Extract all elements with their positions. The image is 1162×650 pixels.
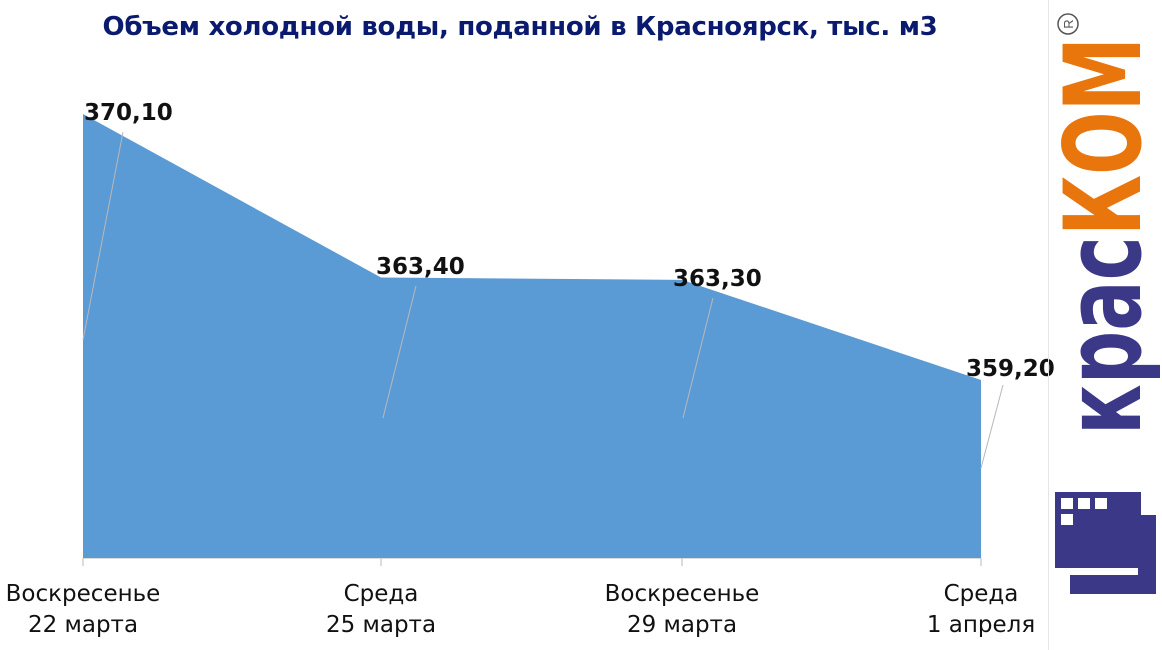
weekday-label: Воскресенье — [5, 581, 161, 607]
area-chart — [82, 114, 1004, 566]
area-series — [83, 114, 981, 558]
logo-building-mark — [1055, 492, 1156, 594]
date-label: 29 марта — [626, 612, 738, 638]
weekday-label: Воскресенье — [604, 581, 760, 607]
leader-line-2 — [682, 297, 714, 419]
kraskom-logo: R красКОМ — [1050, 13, 1160, 594]
leader-line-1 — [382, 285, 417, 419]
chart-title: Объем холодной воды, поданной в Краснояр… — [102, 12, 938, 42]
date-label: 1 апреля — [926, 612, 1036, 638]
x-tick-label-3: Среда 1 апреля — [881, 579, 1081, 641]
x-tick-label-0: Воскресенье 22 марта — [0, 579, 183, 641]
panel-divider — [1048, 0, 1049, 650]
weekday-label: Среда — [943, 581, 1019, 607]
svg-text:R: R — [1061, 19, 1076, 28]
x-tick-label-1: Среда 25 марта — [281, 579, 481, 641]
leader-line-0 — [82, 131, 124, 341]
weekday-label: Среда — [343, 581, 419, 607]
data-label-0: 370,10 — [84, 100, 173, 126]
logo-text: красКОМ — [1050, 37, 1160, 435]
date-label: 25 марта — [325, 612, 437, 638]
date-label: 22 марта — [27, 612, 139, 638]
x-tick-label-2: Воскресенье 29 марта — [582, 579, 782, 641]
data-label-3: 359,20 — [966, 356, 1055, 382]
data-label-2: 363,30 — [673, 266, 762, 292]
leader-line-3 — [980, 384, 1004, 469]
registered-mark: R — [1057, 13, 1079, 35]
data-label-1: 363,40 — [376, 254, 465, 280]
